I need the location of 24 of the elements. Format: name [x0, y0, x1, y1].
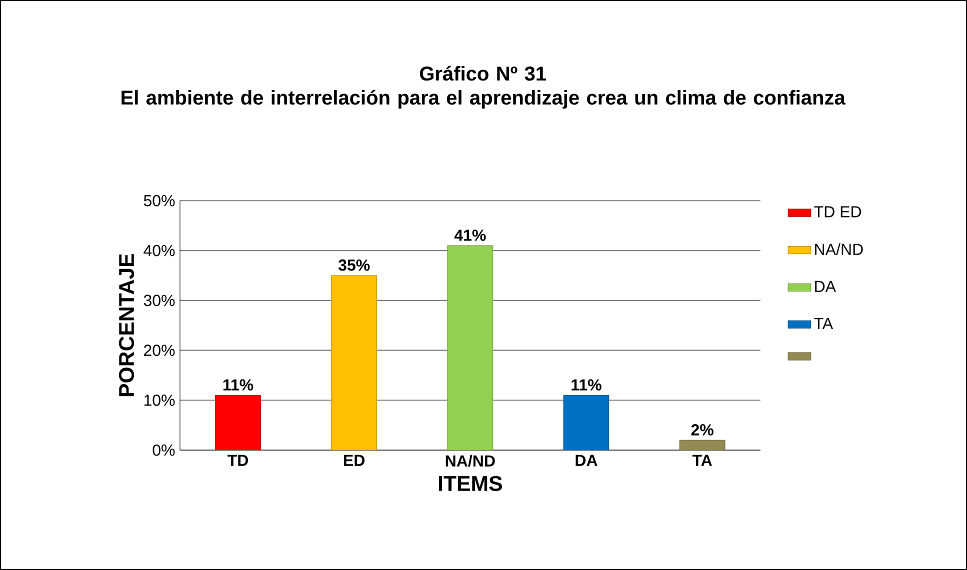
- legend-label: DA: [815, 280, 836, 292]
- data-label: 11%: [572, 379, 602, 391]
- x-axis-title: ITEMS: [438, 476, 502, 492]
- y-tick-label: 0%: [152, 444, 175, 456]
- legend-label: NA/ND: [815, 243, 863, 256]
- data-label: 2%: [691, 424, 714, 436]
- y-tick-label: 40%: [144, 244, 175, 256]
- y-tick-label: 10%: [144, 394, 175, 406]
- data-label: 11%: [223, 379, 254, 391]
- legend-label: TA: [814, 318, 834, 329]
- y-axis-title: PORCENTAJE: [118, 254, 134, 396]
- x-tick-label: NA/ND: [446, 454, 495, 467]
- x-tick-label: DA: [576, 454, 598, 466]
- y-tick-label: 50%: [144, 194, 175, 206]
- y-tick-label: 30%: [144, 294, 175, 306]
- x-tick-label: TD: [228, 454, 248, 466]
- x-tick-label: TA: [692, 454, 712, 466]
- y-tick-label: 20%: [144, 344, 175, 356]
- chart-title: Gráfico Nº 31: [420, 66, 546, 81]
- x-tick-label: ED: [344, 454, 365, 466]
- data-label: 41%: [454, 230, 486, 241]
- chart-subtitle: El ambiente de interrelación para el aprendizaje crea un clima de confianza: [122, 90, 846, 109]
- data-label: 35%: [338, 259, 370, 271]
- legend-label: TD ED: [814, 206, 862, 218]
